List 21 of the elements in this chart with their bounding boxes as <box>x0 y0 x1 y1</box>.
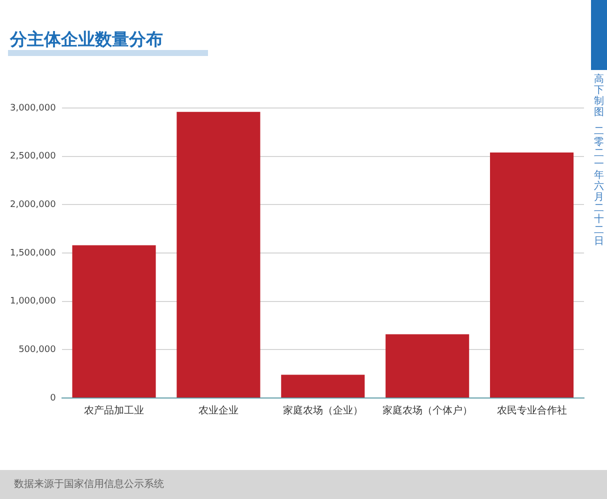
x-tick-label: 农业企业 <box>198 404 238 417</box>
chart-title: 分主体企业数量分布 <box>10 29 163 51</box>
bar <box>72 245 156 398</box>
bar <box>281 374 365 398</box>
bar <box>490 152 574 398</box>
y-tick-label: 1,500,000 <box>10 248 56 258</box>
y-tick-label: 3,000,000 <box>10 103 56 114</box>
text: 数据来源于国家信用信息公示系统 <box>14 478 164 491</box>
text: 二零二一年六月二十二日 <box>594 126 604 247</box>
y-tick-label: 0 <box>50 393 56 404</box>
x-tick-label: 家庭农场（个体户） <box>382 404 472 417</box>
x-tick-label: 家庭农场（企业） <box>282 404 363 417</box>
y-tick-label: 500,000 <box>18 345 56 356</box>
x-tick-label: 农民专业合作社 <box>496 404 567 417</box>
bar <box>386 334 470 398</box>
bar <box>176 112 260 398</box>
y-tick-label: 2,000,000 <box>10 200 56 210</box>
x-tick-label: 农产品加工业 <box>84 404 144 417</box>
y-tick-label: 1,000,000 <box>10 296 56 307</box>
y-tick-label: 2,500,000 <box>10 152 56 162</box>
text: 高下制图 <box>593 74 605 118</box>
